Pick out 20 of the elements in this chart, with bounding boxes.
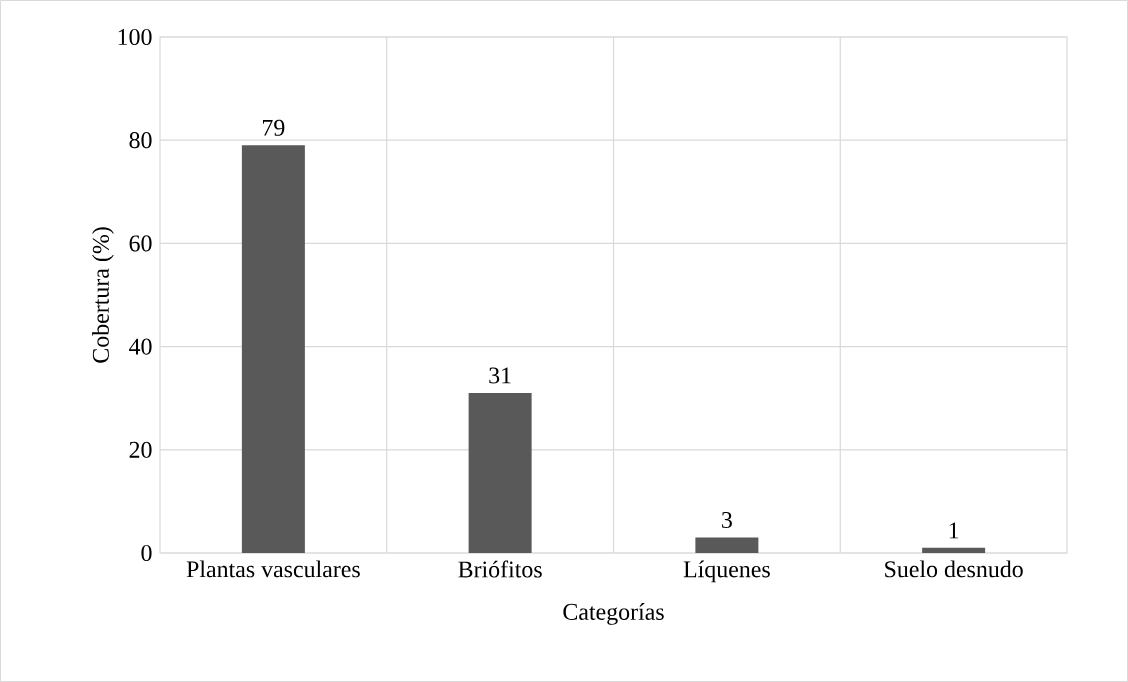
data-label: 79 — [263, 119, 285, 136]
data-label: 1 — [949, 522, 959, 539]
y-tick-label: 80 — [129, 132, 152, 149]
data-label: 3 — [722, 511, 732, 528]
bar — [468, 393, 532, 553]
bar — [922, 547, 986, 553]
y-tick-label: 0 — [141, 544, 152, 562]
bar — [695, 537, 759, 553]
data-label: 31 — [489, 367, 511, 384]
x-axis-title: Categorías — [563, 603, 664, 625]
y-axis-title: Cobertura (%) — [92, 227, 114, 363]
x-tick-label: Plantas vasculares — [186, 560, 360, 578]
x-tick-label: Suelo desnudo — [885, 560, 1023, 578]
bar — [241, 145, 305, 553]
y-tick-label: 20 — [129, 441, 152, 458]
y-tick-label: 60 — [129, 235, 152, 252]
x-tick-label: Briófitos — [458, 560, 542, 578]
y-tick-label: 100 — [118, 28, 152, 46]
y-tick-label: 40 — [129, 338, 152, 355]
x-tick-label: Líquenes — [683, 560, 770, 583]
